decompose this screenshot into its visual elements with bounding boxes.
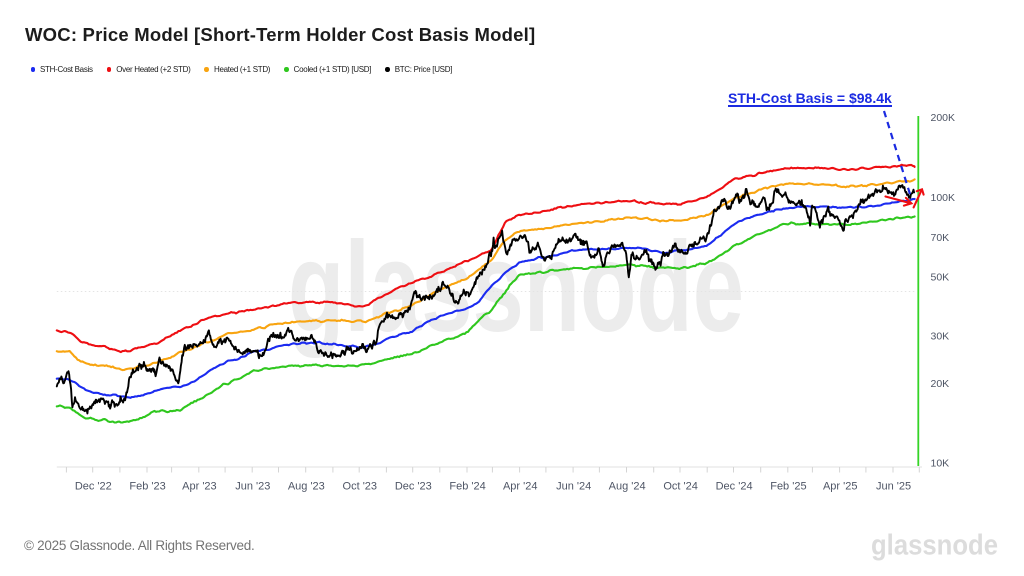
svg-text:glassnode: glassnode <box>288 216 744 359</box>
svg-text:Jun '24: Jun '24 <box>556 481 591 493</box>
svg-text:Oct '24: Oct '24 <box>663 481 698 493</box>
svg-text:Jun '25: Jun '25 <box>876 481 911 493</box>
svg-text:30K: 30K <box>931 331 950 343</box>
svg-text:Dec '22: Dec '22 <box>75 481 112 493</box>
svg-text:Apr '23: Apr '23 <box>182 481 217 493</box>
svg-text:Apr '25: Apr '25 <box>823 481 858 493</box>
svg-text:Dec '24: Dec '24 <box>716 481 753 493</box>
svg-text:20K: 20K <box>931 378 950 390</box>
svg-text:Apr '24: Apr '24 <box>503 481 538 493</box>
svg-text:Aug '23: Aug '23 <box>288 481 325 493</box>
svg-text:Oct '23: Oct '23 <box>343 481 378 493</box>
svg-text:Dec '23: Dec '23 <box>395 481 432 493</box>
svg-text:glassnode: glassnode <box>871 530 998 562</box>
svg-text:50K: 50K <box>931 272 950 284</box>
svg-text:70K: 70K <box>931 232 950 244</box>
svg-text:Aug '24: Aug '24 <box>609 481 646 493</box>
svg-text:Feb '24: Feb '24 <box>449 481 485 493</box>
svg-text:200K: 200K <box>931 112 956 124</box>
svg-text:Feb '23: Feb '23 <box>129 481 165 493</box>
svg-text:100K: 100K <box>931 192 956 204</box>
svg-text:Feb '25: Feb '25 <box>770 481 806 493</box>
svg-text:10K: 10K <box>931 458 950 470</box>
svg-text:Jun '23: Jun '23 <box>235 481 270 493</box>
